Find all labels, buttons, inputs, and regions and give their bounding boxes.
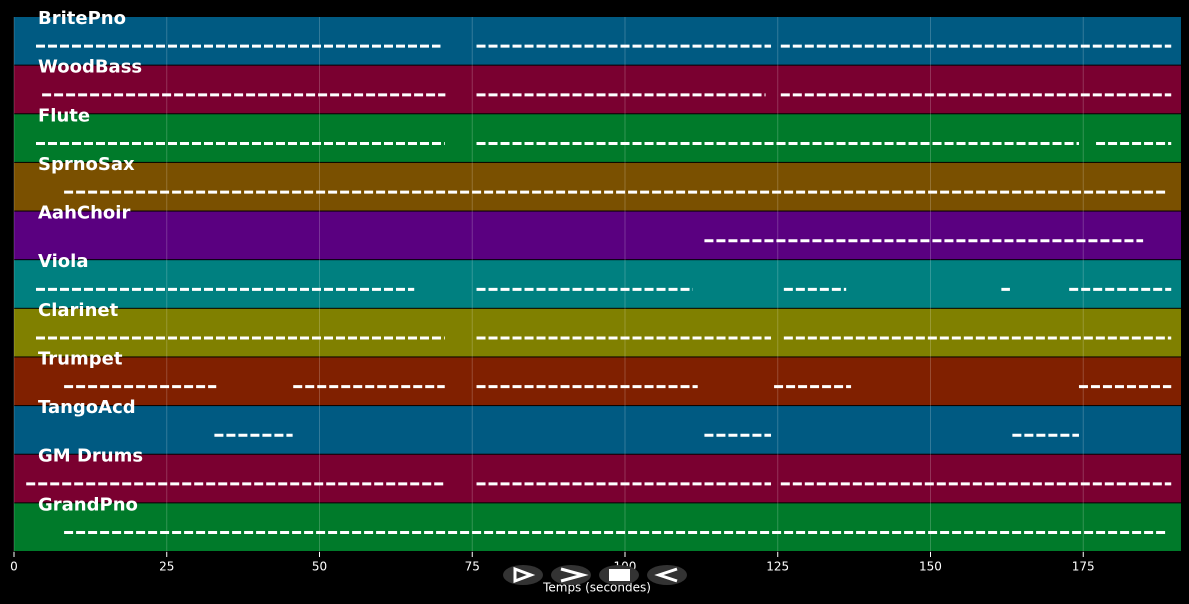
- rewind-button[interactable]: [647, 565, 687, 585]
- track-name: TangoAcd: [38, 397, 136, 418]
- track-name: Trumpet: [38, 348, 123, 369]
- forward-button[interactable]: [551, 565, 591, 585]
- x-tick-label: 75: [465, 560, 480, 574]
- track-name: Flute: [38, 105, 90, 126]
- track-band: [14, 308, 1181, 357]
- stop-button[interactable]: [599, 565, 639, 585]
- x-tick-label: 150: [919, 560, 942, 574]
- track-name: GM Drums: [38, 446, 143, 467]
- x-tick-label: 0: [10, 560, 18, 574]
- playback-controls: [503, 565, 687, 585]
- play-button[interactable]: [503, 565, 543, 585]
- track-name: WoodBass: [38, 57, 142, 78]
- track-name: Viola: [38, 251, 88, 272]
- track-name: GrandPno: [38, 494, 138, 515]
- track-band: [14, 260, 1181, 308]
- x-tick-label: 175: [1072, 560, 1095, 574]
- track-band: [14, 454, 1181, 503]
- track-band: [14, 162, 1181, 211]
- track-name: SprnoSax: [38, 154, 135, 175]
- track-band: [14, 357, 1181, 406]
- track-band: [14, 406, 1181, 454]
- track-name: Clarinet: [38, 300, 119, 321]
- track-band: [14, 211, 1181, 260]
- x-tick-label: 50: [312, 560, 327, 574]
- track-name: BritePno: [38, 8, 126, 29]
- track-band: [14, 17, 1181, 65]
- track-band: [14, 65, 1181, 114]
- track-band: [14, 114, 1181, 162]
- track-name: AahChoir: [38, 203, 130, 224]
- track-band: [14, 503, 1181, 551]
- x-tick-label: 125: [766, 560, 789, 574]
- x-tick-label: 25: [159, 560, 174, 574]
